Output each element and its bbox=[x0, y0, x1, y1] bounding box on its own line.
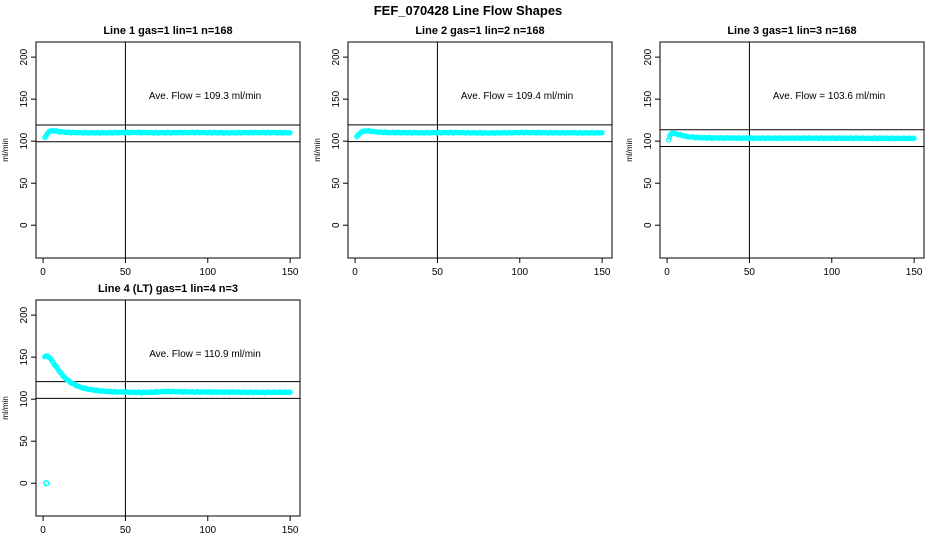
ave-flow-annotation: Ave. Flow = 103.6 ml/min bbox=[773, 91, 885, 102]
y-tick-label: 0 bbox=[19, 480, 30, 486]
panel-title: Line 2 gas=1 lin=2 n=168 bbox=[415, 25, 544, 37]
line2-flow-chart: Line 2 gas=1 lin=2 n=168 0 50 100 150 0 50 100 1… bbox=[312, 22, 624, 280]
y-tick-label: 50 bbox=[19, 435, 30, 447]
y-axis-unit-label: ml/min bbox=[313, 138, 322, 162]
y-tick-label: 100 bbox=[643, 132, 654, 149]
line3-flow-chart: Line 3 gas=1 lin=3 n=168 0 50 100 150 0 50 100 1… bbox=[624, 22, 936, 280]
y-tick-label: 200 bbox=[643, 48, 654, 65]
x-tick-label: 150 bbox=[594, 267, 611, 278]
x-tick-label: 50 bbox=[120, 525, 132, 536]
line3-flow-chart-svg: Line 3 gas=1 lin=3 n=168 0 50 100 150 0 50 100 1… bbox=[625, 25, 925, 278]
data-point bbox=[911, 135, 917, 141]
x-tick-label: 150 bbox=[282, 525, 299, 536]
y-tick-label: 150 bbox=[643, 90, 654, 107]
plot-box bbox=[35, 299, 301, 517]
y-tick-label: 100 bbox=[331, 132, 342, 149]
y-tick-label: 50 bbox=[643, 177, 654, 189]
data-point bbox=[287, 130, 293, 136]
panel-title: Line 3 gas=1 lin=3 n=168 bbox=[727, 25, 856, 37]
x-tick-label: 150 bbox=[906, 267, 923, 278]
x-tick-label: 0 bbox=[664, 267, 670, 278]
x-tick-label: 0 bbox=[40, 525, 46, 536]
x-tick-label: 100 bbox=[199, 525, 216, 536]
data-point bbox=[666, 137, 672, 143]
y-tick-label: 150 bbox=[331, 90, 342, 107]
panel-title: Line 1 gas=1 lin=1 n=168 bbox=[103, 25, 232, 37]
panel-title: Line 4 (LT) gas=1 lin=4 n=3 bbox=[98, 283, 238, 295]
y-tick-label: 150 bbox=[19, 348, 30, 365]
x-tick-label: 0 bbox=[40, 267, 46, 278]
y-tick-label: 50 bbox=[331, 177, 342, 189]
x-tick-label: 50 bbox=[432, 267, 444, 278]
line4-flow-chart-svg: Line 4 (LT) gas=1 lin=4 n=3 0 50 100 150 0 50 1… bbox=[1, 283, 301, 536]
y-tick-label: 200 bbox=[331, 48, 342, 65]
plot-box bbox=[35, 41, 301, 259]
line2-flow-chart-svg: Line 2 gas=1 lin=2 n=168 0 50 100 150 0 50 100 1… bbox=[313, 25, 613, 278]
plot-box bbox=[347, 41, 613, 259]
outlier-point bbox=[43, 480, 50, 487]
ave-flow-annotation: Ave. Flow = 109.4 ml/min bbox=[461, 91, 573, 102]
ave-flow-annotation: Ave. Flow = 110.9 ml/min bbox=[149, 349, 261, 360]
ave-flow-annotation: Ave. Flow = 109.3 ml/min bbox=[149, 91, 261, 102]
x-tick-label: 100 bbox=[511, 267, 528, 278]
y-axis-unit-label: ml/min bbox=[625, 138, 634, 162]
y-tick-label: 0 bbox=[643, 222, 654, 228]
page-title: FEF_070428 Line Flow Shapes bbox=[373, 3, 563, 18]
y-tick-label: 0 bbox=[331, 222, 342, 228]
y-axis-unit-label: ml/min bbox=[1, 396, 10, 420]
y-tick-label: 150 bbox=[19, 90, 30, 107]
data-point bbox=[287, 389, 293, 395]
line1-flow-chart: Line 1 gas=1 lin=1 n=168 0 50 100 150 0 50 100 1… bbox=[0, 22, 312, 280]
y-tick-label: 50 bbox=[19, 177, 30, 189]
y-tick-label: 200 bbox=[19, 306, 30, 323]
data-point bbox=[599, 130, 605, 136]
plot-box bbox=[659, 41, 925, 259]
x-tick-label: 50 bbox=[120, 267, 132, 278]
x-tick-label: 0 bbox=[352, 267, 358, 278]
x-tick-label: 150 bbox=[282, 267, 299, 278]
x-tick-label: 100 bbox=[823, 267, 840, 278]
line1-flow-chart-svg: Line 1 gas=1 lin=1 n=168 0 50 100 150 0 50 100 1… bbox=[1, 25, 301, 278]
y-tick-label: 100 bbox=[19, 132, 30, 149]
line4-flow-chart: Line 4 (LT) gas=1 lin=4 n=3 0 50 100 150 0 50 1… bbox=[0, 280, 312, 538]
y-tick-label: 100 bbox=[19, 390, 30, 407]
y-axis-unit-label: ml/min bbox=[1, 138, 10, 162]
y-tick-label: 0 bbox=[19, 222, 30, 228]
x-tick-label: 100 bbox=[199, 267, 216, 278]
x-tick-label: 50 bbox=[744, 267, 756, 278]
y-tick-label: 200 bbox=[19, 48, 30, 65]
